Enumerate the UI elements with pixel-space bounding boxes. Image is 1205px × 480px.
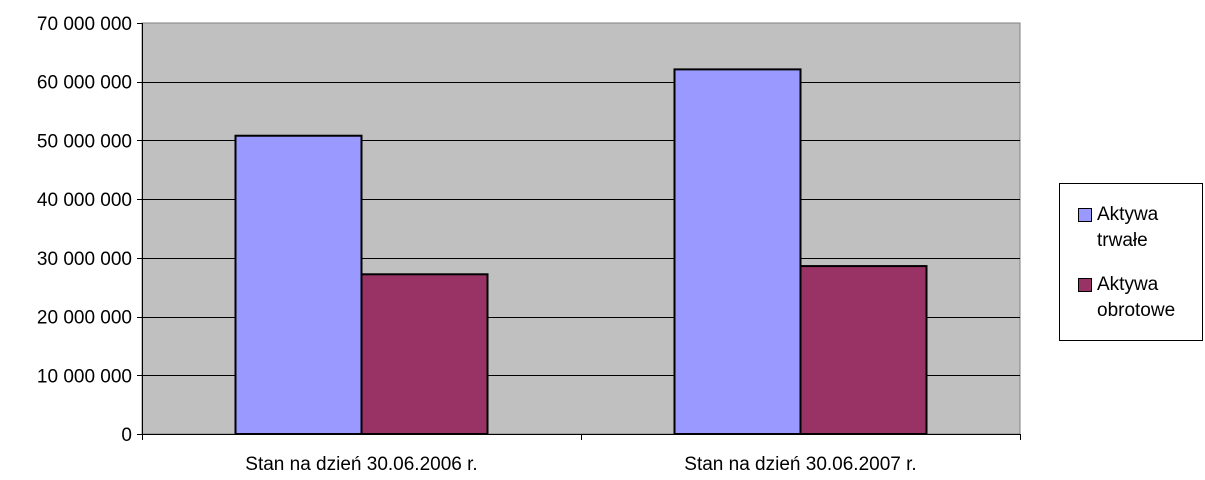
axes bbox=[137, 23, 1021, 440]
legend-swatch-aktywa-trwale bbox=[1078, 208, 1092, 222]
y-tick-label: 40 000 000 bbox=[37, 190, 132, 211]
x-tick-label: Stan na dzień 30.06.2006 r. bbox=[245, 454, 477, 475]
bar bbox=[234, 134, 363, 436]
y-tick-label: 20 000 000 bbox=[37, 308, 132, 329]
y-tick-label: 70 000 000 bbox=[37, 14, 132, 35]
y-tick-labels: 0 10 000 000 20 000 000 30 000 000 40 000 00… bbox=[37, 14, 132, 446]
bars bbox=[234, 68, 928, 436]
y-tick-label: 60 000 000 bbox=[37, 73, 132, 94]
bar bbox=[360, 273, 489, 435]
bar bbox=[673, 68, 802, 436]
y-tick-label: 50 000 000 bbox=[37, 131, 132, 152]
y-tick-label: 10 000 000 bbox=[37, 366, 132, 387]
x-tick-labels: Stan na dzień 30.06.2006 r. Stan na dzień… bbox=[245, 454, 916, 475]
y-tick-label: 30 000 000 bbox=[37, 249, 132, 270]
bar bbox=[799, 265, 928, 435]
legend-label: Aktywa trwałe bbox=[1097, 204, 1159, 251]
legend-label: Aktywa obrotowe bbox=[1097, 274, 1176, 321]
legend-swatch-aktywa-obrotowe bbox=[1078, 278, 1092, 292]
x-tick-label: Stan na dzień 30.06.2007 r. bbox=[684, 454, 916, 475]
legend: Aktywa trwałe Aktywa obrotowe bbox=[1059, 183, 1203, 341]
y-tick-label: 0 bbox=[121, 425, 132, 446]
